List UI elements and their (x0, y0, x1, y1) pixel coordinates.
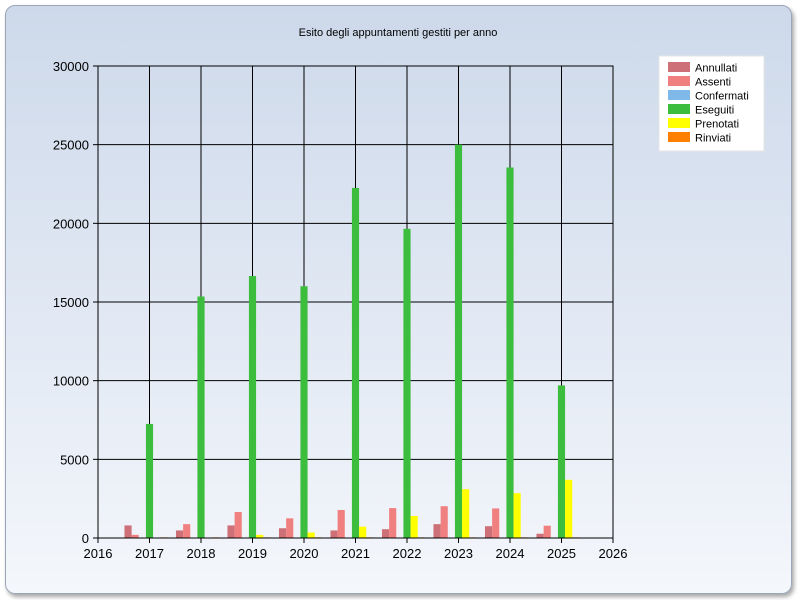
x-tick-label: 2024 (496, 546, 525, 561)
bar-prenotati-2024 (513, 493, 521, 538)
bars (124, 144, 580, 539)
x-tick-label: 2020 (290, 546, 319, 561)
bar-annullati-2021 (330, 530, 338, 538)
x-tick-label: 2017 (135, 546, 164, 561)
bar-prenotati-2021 (359, 526, 367, 538)
x-tick-label: 2025 (547, 546, 576, 561)
legend-label-prenotati: Prenotati (695, 119, 739, 131)
legend-label-eseguiti: Eseguiti (695, 105, 734, 117)
bar-assenti-2024 (492, 508, 500, 538)
legend-label-annullati: Annullati (695, 63, 737, 75)
bar-eseguiti-2019 (248, 276, 257, 538)
x-axis-ticks: 2016 2017 2018 2019 2020 2021 2022 2023 2024 2025… (84, 538, 628, 561)
y-tick-label: 20000 (53, 216, 89, 231)
legend-label-confermati: Confermati (695, 91, 749, 103)
y-tick-label: 5000 (60, 452, 89, 467)
legend-swatch-annullati (668, 62, 690, 72)
bar-assenti-2025 (543, 525, 551, 538)
legend-swatch-prenotati (668, 118, 690, 128)
bar-eseguiti-2025 (557, 385, 566, 538)
y-tick-label: 0 (82, 531, 89, 546)
bar-eseguiti-2018 (197, 296, 205, 538)
x-tick-label: 2019 (238, 546, 267, 561)
bar-eseguiti-2017 (145, 423, 154, 538)
y-tick-label: 15000 (53, 295, 89, 310)
bar-annullati-2025 (536, 533, 544, 538)
bar-eseguiti-2020 (300, 286, 308, 538)
bar-annullati-2018 (175, 530, 184, 538)
bar-eseguiti-2024 (506, 167, 514, 539)
bar-assenti-2022 (389, 508, 397, 538)
bar-eseguiti-2022 (403, 228, 411, 538)
legend-swatch-confermati (668, 90, 690, 100)
bar-assenti-2023 (440, 506, 448, 538)
y-tick-label: 10000 (53, 374, 89, 389)
bar-prenotati-2025 (565, 479, 573, 538)
legend-swatch-assenti (668, 76, 690, 86)
bar-annullati-2020 (278, 528, 287, 538)
bar-assenti-2021 (337, 509, 345, 538)
chart-title: Esito degli appuntamenti gestiti per ann… (299, 27, 498, 39)
x-tick-label: 2016 (84, 546, 113, 561)
x-tick-label: 2021 (341, 546, 370, 561)
x-tick-label: 2022 (393, 546, 422, 561)
legend-label-rinviati: Rinviati (695, 133, 731, 145)
legend: Annullati Assenti Confermati Eseguiti Prenot… (658, 55, 765, 152)
bar-prenotati-2023 (462, 489, 470, 538)
bar-assenti-2018 (183, 524, 191, 538)
bar-prenotati-2022 (410, 515, 418, 538)
legend-swatch-rinviati (668, 132, 690, 142)
bar-assenti-2020 (286, 518, 294, 538)
x-tick-label: 2023 (444, 546, 473, 561)
bar-annullati-2023 (433, 524, 441, 538)
bar-annullati-2024 (484, 526, 493, 538)
x-tick-label: 2026 (599, 546, 628, 561)
legend-label-assenti: Assenti (695, 77, 731, 89)
legend-swatch-eseguiti (668, 104, 690, 114)
bar-eseguiti-2021 (351, 187, 360, 538)
bar-annullati-2022 (381, 529, 390, 538)
y-axis-ticks: 0 5000 10000 15000 20000 25000 30000 (53, 59, 98, 546)
bar-annullati-2017 (124, 525, 132, 538)
bar-eseguiti-2023 (454, 144, 463, 538)
bar-assenti-2017 (131, 534, 139, 538)
y-tick-label: 25000 (53, 138, 89, 153)
x-tick-label: 2018 (187, 546, 216, 561)
bar-assenti-2019 (234, 512, 242, 538)
bar-annullati-2019 (227, 525, 235, 538)
y-tick-label: 30000 (53, 59, 89, 74)
bar-prenotati-2019 (256, 534, 264, 538)
bar-prenotati-2020 (307, 532, 315, 538)
